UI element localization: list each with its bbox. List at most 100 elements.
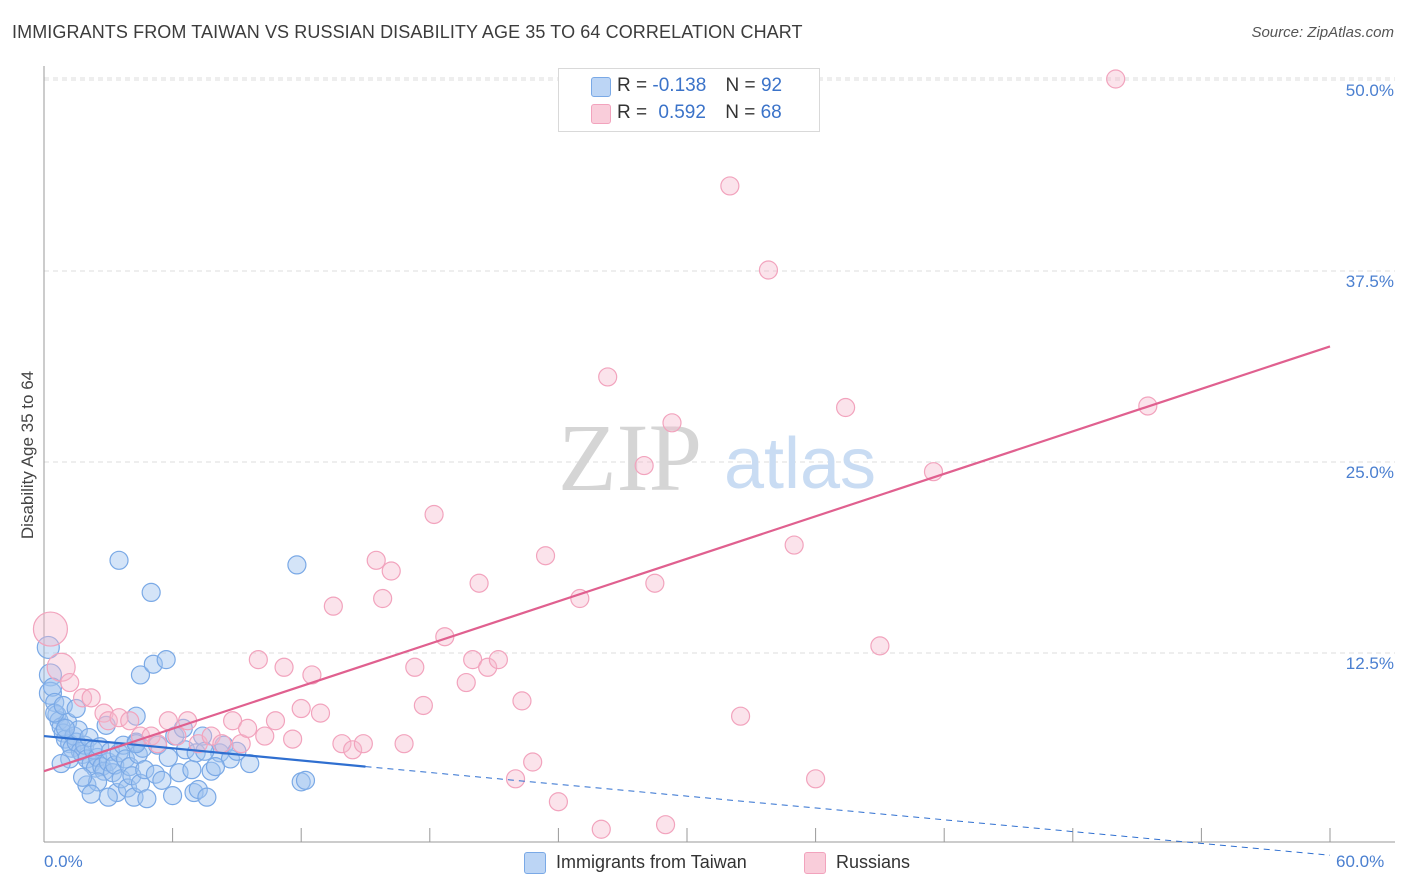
taiwan-point <box>156 650 176 670</box>
legend-n-value: 68 <box>760 102 782 123</box>
russians-point <box>720 176 740 196</box>
x-tick-min: 0.0% <box>44 852 83 871</box>
russians-point <box>353 734 373 754</box>
taiwan-point <box>141 582 161 603</box>
russians-point <box>98 711 118 731</box>
russians-point <box>405 657 425 677</box>
russians-point <box>302 665 322 685</box>
russians-point <box>255 726 275 746</box>
russians-point <box>512 691 532 711</box>
russians-point <box>870 636 890 656</box>
russians-point <box>1106 69 1126 89</box>
russians-point <box>248 650 268 670</box>
russians-point <box>469 573 489 593</box>
russians-point <box>373 588 393 609</box>
series-taiwan-points <box>36 550 316 809</box>
russians-point <box>413 695 433 716</box>
russians-point <box>32 611 69 647</box>
taiwan-point <box>36 635 60 660</box>
taiwan-point <box>98 787 118 807</box>
chart-title: IMMIGRANTS FROM TAIWAN VS RUSSIAN DISABI… <box>12 22 803 42</box>
series-russians-points <box>32 69 1158 839</box>
bottom-legend-russians: Russians <box>804 852 910 874</box>
axes <box>43 66 1395 843</box>
russians-point <box>478 657 498 677</box>
russians-point <box>456 672 476 693</box>
russians-point <box>523 752 543 772</box>
russians-point <box>598 367 618 387</box>
russians-point <box>274 657 294 677</box>
taiwan-point <box>135 760 155 780</box>
russians-point <box>223 711 243 731</box>
legend-r-label: R = <box>617 75 648 96</box>
russians-point <box>60 672 80 693</box>
taiwan-point <box>182 760 202 780</box>
bottom-legend-taiwan: Immigrants from Taiwan <box>524 852 747 874</box>
taiwan-point <box>38 681 63 705</box>
russians-point <box>758 260 779 280</box>
taiwan-point <box>287 555 307 575</box>
taiwan-point <box>109 550 129 570</box>
russians-point <box>81 688 101 708</box>
russians-trend-line <box>43 345 1331 773</box>
russians-point <box>662 413 682 433</box>
legend-n-label: N = <box>725 102 756 123</box>
taiwan-point <box>130 665 151 685</box>
russians-point <box>109 708 129 728</box>
bottom-legend-swatch-russians <box>804 852 826 874</box>
russians-point <box>655 815 676 835</box>
taiwan-point <box>72 767 93 787</box>
y-tick-label: 12.5% <box>1345 654 1394 673</box>
x-tick-max: 60.0% <box>1336 852 1385 871</box>
taiwan-point <box>197 787 217 807</box>
taiwan-point <box>143 654 163 674</box>
taiwan-point <box>87 772 108 792</box>
russians-point <box>645 573 665 593</box>
taiwan-point <box>295 770 316 790</box>
russians-point <box>730 706 751 726</box>
stats-legend: R = -0.138 N = 92 R = 0.592 N = 68 <box>558 68 820 132</box>
russians-point <box>488 650 508 670</box>
taiwan-point <box>152 770 172 790</box>
y-tick-label: 25.0% <box>1345 463 1394 482</box>
russians-point <box>238 718 258 739</box>
trend-lines <box>43 345 1331 856</box>
legend-n-label: N = <box>725 75 756 96</box>
russians-point <box>120 711 140 731</box>
legend-swatch-taiwan <box>591 77 611 97</box>
russians-point <box>201 726 221 746</box>
watermark-zip: ZIP <box>558 404 702 511</box>
russians-point <box>366 550 386 570</box>
legend-r-value: 0.592 <box>658 102 706 123</box>
taiwan-trend-line <box>43 734 366 768</box>
russians-point <box>424 504 444 525</box>
taiwan-point <box>66 698 86 719</box>
russians-point <box>212 734 232 754</box>
taiwan-point <box>205 756 226 777</box>
russians-point <box>265 711 286 731</box>
gridlines <box>44 77 1395 654</box>
russians-point <box>836 397 856 418</box>
russians-point <box>784 535 804 555</box>
russians-point <box>291 698 311 719</box>
russians-point <box>548 792 569 812</box>
watermark-atlas: atlas <box>724 424 876 504</box>
y-tick-label: 37.5% <box>1345 272 1394 291</box>
russians-point <box>283 729 303 749</box>
russians-point <box>591 819 611 839</box>
watermark: ZIP atlas <box>558 404 876 511</box>
legend-n-value: 92 <box>760 75 783 96</box>
taiwan-trend-extension <box>365 766 1331 856</box>
russians-point <box>634 455 654 476</box>
bottom-legend-taiwan-label: Immigrants from Taiwan <box>556 852 747 872</box>
taiwan-point <box>137 789 157 809</box>
russians-point <box>394 734 414 754</box>
russians-point <box>323 596 343 616</box>
russians-point <box>381 561 401 581</box>
russians-point <box>505 769 526 789</box>
russians-point <box>805 769 826 789</box>
russians-point <box>463 650 483 670</box>
y-tick-label: 50.0% <box>1345 81 1394 100</box>
russians-point <box>332 734 352 754</box>
